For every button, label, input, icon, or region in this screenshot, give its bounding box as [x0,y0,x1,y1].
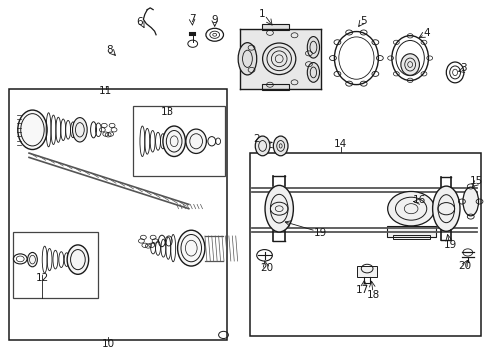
Bar [387,226,436,237]
Ellipse shape [265,185,294,232]
Text: 1: 1 [259,9,266,19]
Ellipse shape [186,129,206,153]
Bar [250,153,481,336]
Bar [13,232,98,298]
Bar [262,84,289,90]
Text: 15: 15 [470,176,483,186]
Text: 9: 9 [211,15,218,25]
Ellipse shape [177,230,205,266]
Ellipse shape [18,110,47,149]
Bar [392,235,430,239]
Text: 20: 20 [260,262,273,273]
Ellipse shape [273,136,288,156]
Text: 6: 6 [137,17,143,27]
Text: 16: 16 [413,195,427,205]
Text: 11: 11 [99,86,112,96]
Circle shape [388,192,435,226]
Bar [240,30,321,89]
Bar [9,89,227,339]
Text: 12: 12 [36,273,49,283]
Ellipse shape [401,54,419,75]
Bar [262,24,289,30]
Text: 17: 17 [356,285,369,296]
Ellipse shape [433,186,460,231]
Ellipse shape [238,42,257,75]
Text: 19: 19 [314,228,327,238]
Text: 3: 3 [461,63,467,73]
Ellipse shape [307,63,319,82]
Ellipse shape [67,245,89,274]
Text: 2: 2 [253,134,260,144]
Ellipse shape [163,126,185,157]
Text: 8: 8 [106,45,113,55]
Bar [357,266,377,277]
Text: 7: 7 [189,14,196,24]
Ellipse shape [392,36,428,81]
Bar [133,107,225,176]
Text: 13: 13 [161,107,174,117]
Ellipse shape [255,136,270,156]
Text: 18: 18 [367,291,380,301]
Text: 20: 20 [458,261,471,271]
Text: 10: 10 [101,339,115,349]
Ellipse shape [446,62,464,83]
Ellipse shape [307,37,319,58]
Text: 5: 5 [360,16,367,26]
Ellipse shape [334,32,378,85]
Text: 19: 19 [443,240,457,250]
Ellipse shape [263,43,296,75]
Text: 4: 4 [423,28,430,38]
Ellipse shape [27,252,37,267]
Ellipse shape [73,118,87,142]
Ellipse shape [463,187,479,216]
Text: 14: 14 [334,139,347,149]
